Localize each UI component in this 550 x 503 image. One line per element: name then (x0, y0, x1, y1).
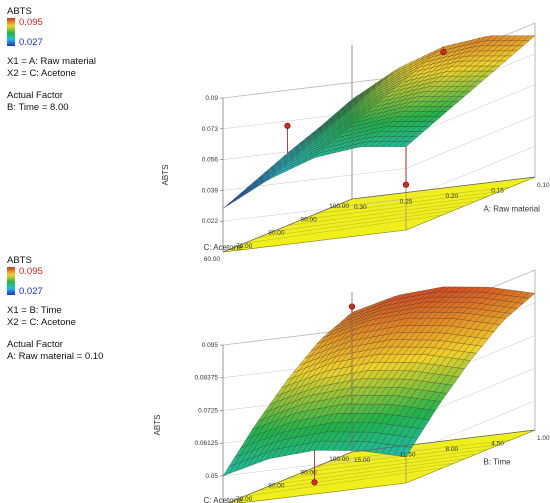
legend-title: ABTS (7, 6, 32, 17)
legend-high: 0.095 (19, 266, 43, 277)
z-tick-label: 0.08375 (195, 375, 219, 382)
legend-colorbar (7, 18, 15, 46)
legend-high: 0.095 (19, 17, 43, 28)
y-tick-label: 90.00 (300, 469, 317, 476)
y-axis-label: C: Acetone (203, 243, 243, 252)
floor-contour-line (301, 195, 489, 220)
x-tick-label: 0.10 (537, 182, 550, 189)
z-tick-label: 0.0725 (198, 407, 218, 414)
y-tick-label: 100.00 (329, 456, 349, 463)
factor-x1: X1 = A: Raw material (7, 56, 96, 67)
floor-contour-line (243, 214, 444, 244)
surface-patch (228, 194, 241, 204)
x-tick-label: 0.20 (446, 193, 459, 200)
floor-contour-line (243, 467, 444, 497)
surface-patch (234, 190, 247, 200)
z-tick-label: 0.022 (202, 218, 219, 225)
x-tick-label: 1.00 (537, 435, 550, 442)
design-point (284, 122, 291, 129)
wall-gridline (405, 84, 536, 138)
y-tick-label: 90.00 (300, 216, 317, 223)
x-tick-label: 11.50 (400, 452, 416, 459)
wall-gridline (405, 400, 536, 455)
z-tick-label: 0.073 (202, 126, 219, 133)
z-tick-label: 0.095 (202, 342, 219, 349)
z-axis-label: ABTS (161, 165, 170, 186)
factors-block-1: X1 = A: Raw material X2 = C: Acetone Act… (7, 56, 96, 114)
wall-gridline (405, 145, 536, 200)
y-axis-label: C: Acetone (203, 496, 243, 503)
z-tick-label: 0.06125 (195, 440, 219, 447)
floor-contour-line (272, 205, 466, 232)
floor-contour-line (258, 209, 455, 238)
floor-contour-line (272, 458, 466, 485)
y-tick-label: 80.00 (268, 230, 285, 237)
x-tick-label: 0.30 (354, 204, 367, 211)
wall-gridline (222, 75, 407, 99)
floor-contour-line (287, 453, 477, 479)
factor-x2: X2 = C: Acetone (7, 317, 76, 328)
factors-block-2: X1 = B: Time X2 = C: Acetone Actual Fact… (7, 305, 103, 363)
y-tick-label: 60.00 (204, 256, 221, 263)
factor-x2: X2 = C: Acetone (7, 68, 76, 79)
design-point (311, 479, 318, 486)
factor-x1: X1 = B: Time (7, 305, 62, 316)
z-tick-label: 0.056 (202, 157, 219, 164)
x-axis-label: A: Raw material (483, 204, 540, 213)
surface-chart-1: 0.022 0.039 0.056 0.073 0.09 ABTS 0.10 0.15 0.20… (161, 22, 550, 263)
y-axis-line (222, 198, 353, 253)
x-tick-label: 0.25 (400, 199, 413, 206)
wall-gridline (405, 115, 536, 169)
floor-contour-line (331, 186, 511, 208)
x-axis-label: B: Time (483, 457, 511, 466)
actual-factor-heading: Actual Factor (7, 90, 63, 101)
design-point (348, 303, 356, 310)
y-tick-label: 80.00 (268, 483, 285, 490)
floor-contour-line (316, 444, 500, 467)
surface-chart-2: 0.05 0.06125 0.0725 0.08375 0.095 ABTS 1.00 4.5… (153, 269, 550, 503)
floor-contour-line (316, 191, 500, 214)
legend-colorbar (7, 267, 15, 295)
y-tick-label: 100.00 (329, 203, 349, 210)
floor-contour-line (331, 439, 511, 461)
legend-title: ABTS (7, 255, 32, 266)
y-axis-line (226, 451, 353, 503)
x-tick-label: 4.50 (491, 441, 504, 448)
z-axis-label: ABTS (153, 415, 162, 436)
floor-contour-line (258, 462, 455, 491)
legend-2: ABTS 0.095 0.027 (7, 255, 43, 297)
x-axis-line (351, 429, 536, 453)
x-tick-label: 0.15 (491, 188, 504, 195)
y-tick-label: 70.00 (236, 496, 253, 503)
design-point (402, 181, 410, 188)
z-tick-label: 0.039 (202, 187, 219, 194)
z-tick-label: 0.09 (205, 95, 218, 102)
floor-contour-line (301, 448, 489, 473)
x-axis-line (351, 176, 536, 200)
wall-gridline (222, 198, 407, 222)
surface-patch (222, 199, 236, 209)
actual-factor: A: Raw material = 0.10 (7, 351, 104, 362)
surface-patch (229, 195, 242, 205)
floor-contour-line (287, 200, 477, 226)
legend-low: 0.027 (19, 37, 43, 48)
actual-factor: B: Time = 8.00 (7, 102, 69, 113)
actual-factor-heading: Actual Factor (7, 339, 63, 350)
legend-1: ABTS 0.095 0.027 (7, 6, 43, 48)
y-tick-label: 70.00 (236, 243, 253, 250)
legend-low: 0.027 (19, 286, 43, 297)
x-tick-label: 15.00 (354, 457, 371, 464)
z-tick-label: 0.05 (205, 473, 218, 480)
floor-contour-plane (222, 176, 536, 253)
design-point (440, 49, 447, 56)
x-tick-label: 8.00 (446, 446, 459, 453)
